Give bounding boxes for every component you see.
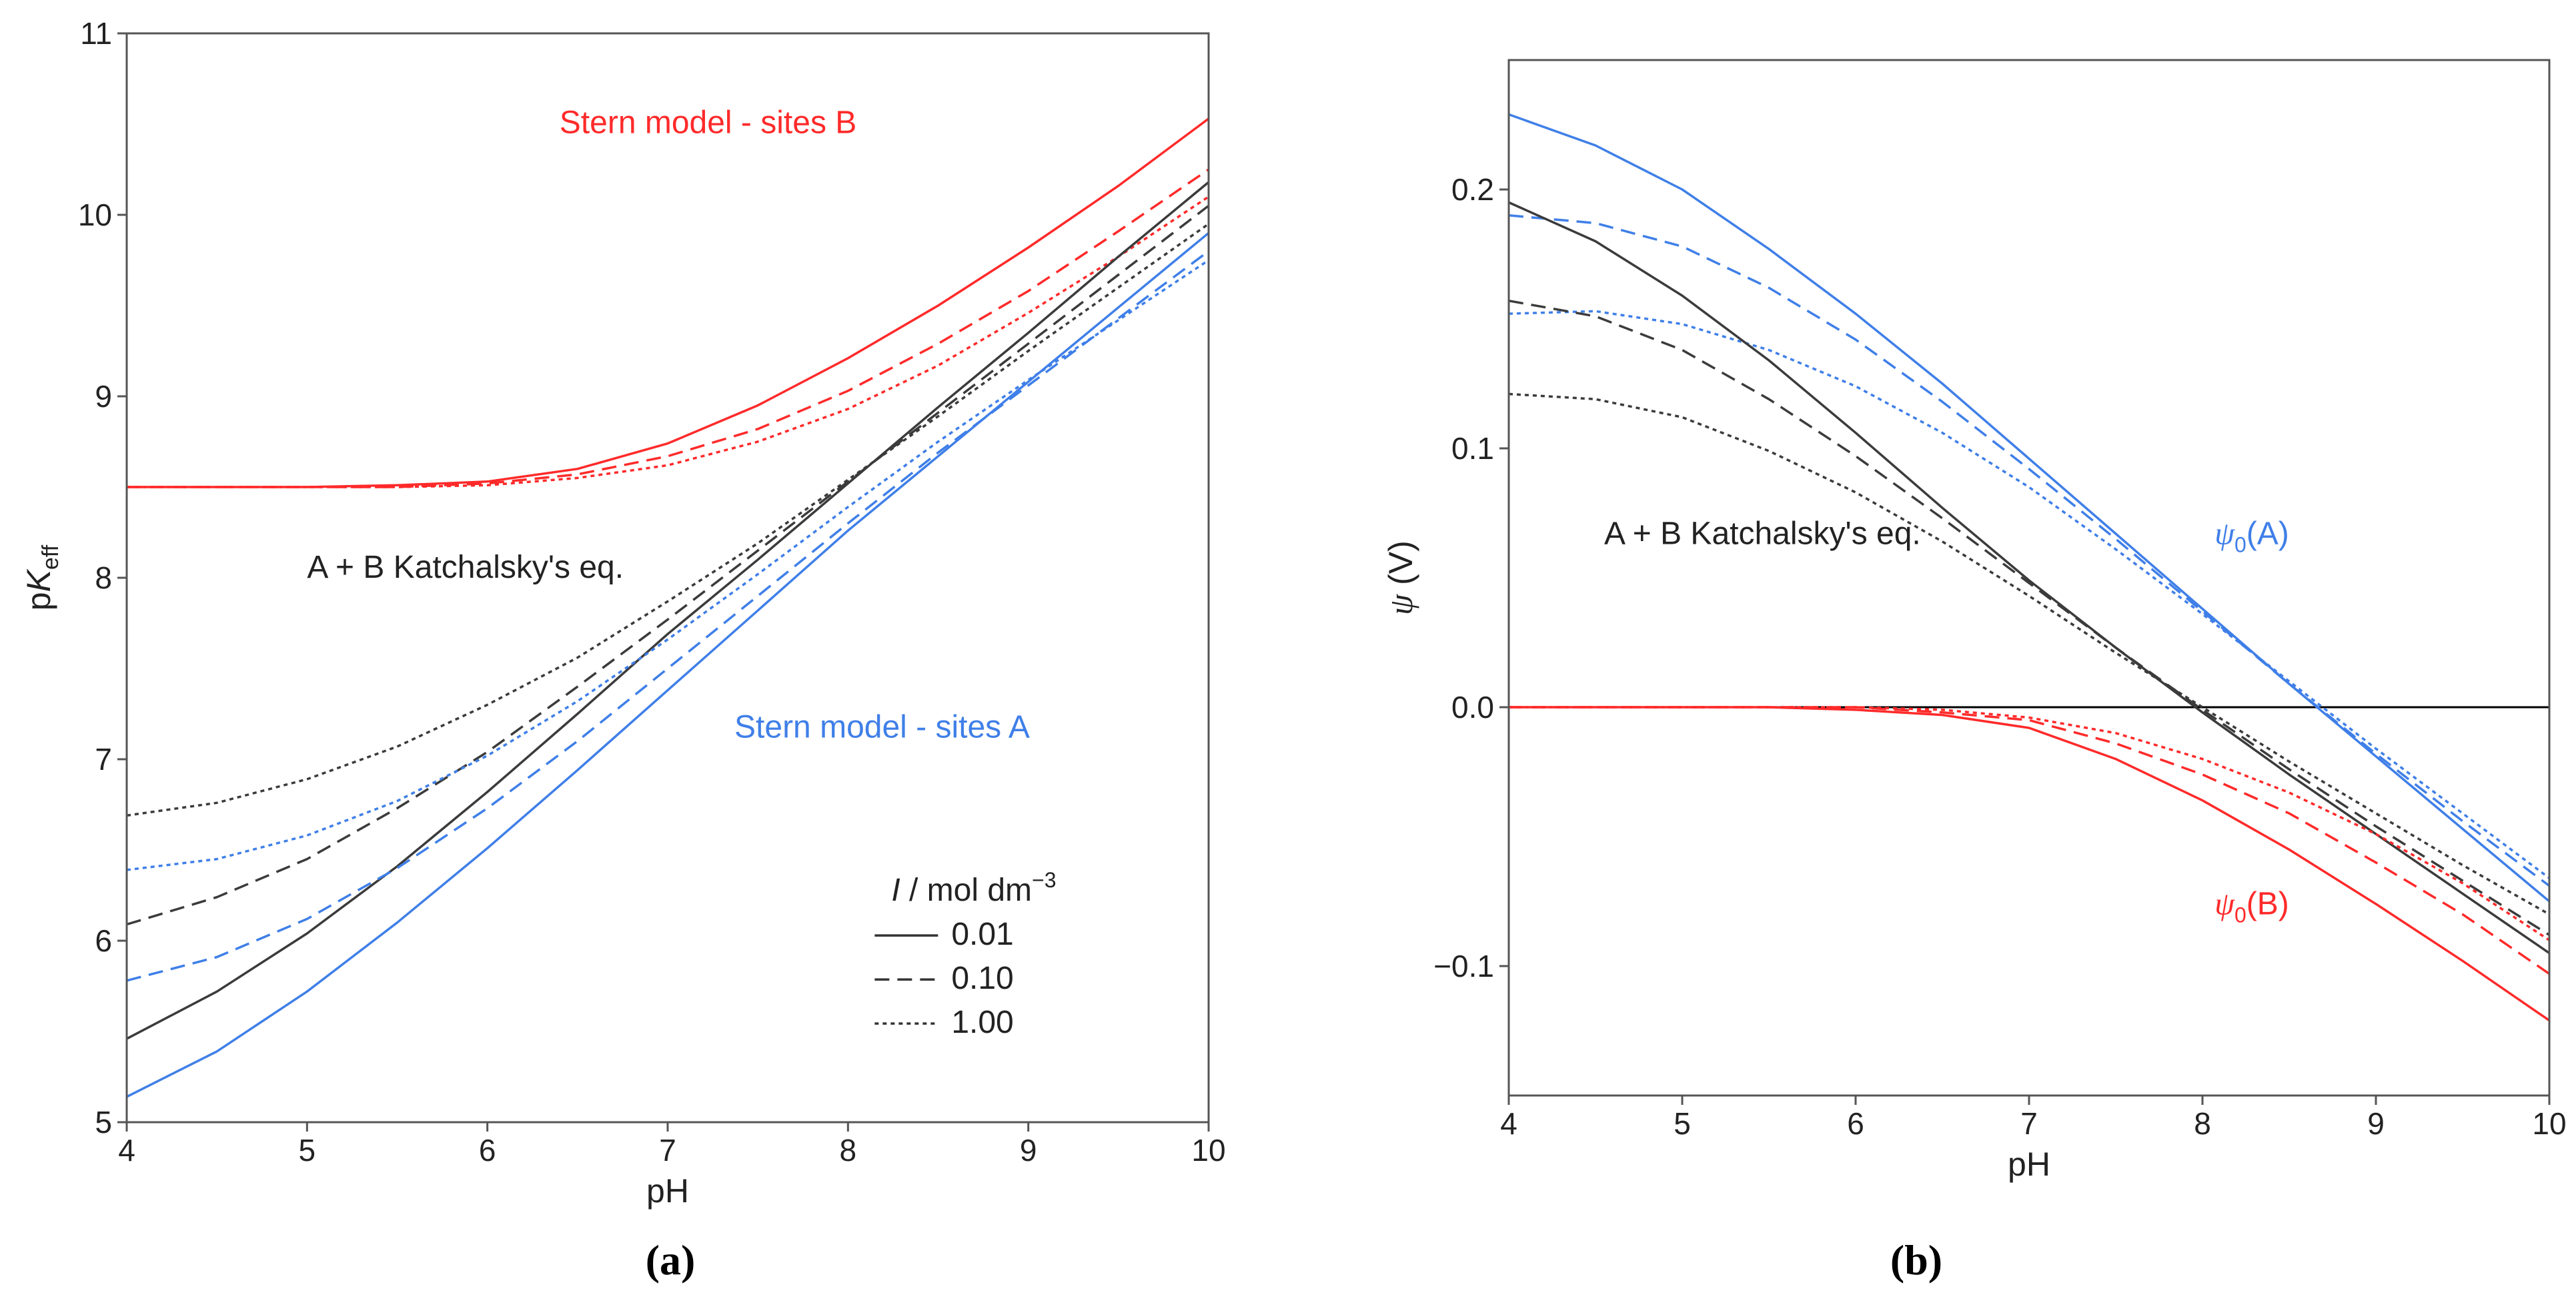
chart-panel-b: (b) 4 5 6 7 8 9 10 −0.1 0.0 0.1 0.2 pH ψ (V) A + B Ka… xyxy=(1382,59,2567,1284)
x-tick-label: 4 xyxy=(1500,1106,1517,1141)
panel-a-caption: (a) xyxy=(646,1236,696,1284)
y-tick-label: 9 xyxy=(95,379,112,414)
series-line-b-dashed xyxy=(1509,706,2550,975)
series-line-b-dashed xyxy=(127,168,1209,488)
x-tick-label: 10 xyxy=(1191,1133,1225,1168)
x-axis-label: pH xyxy=(2008,1146,2050,1183)
x-axis-label: pH xyxy=(646,1172,689,1210)
y-tick-label: 0.0 xyxy=(1451,690,1494,725)
y-tick-label: 10 xyxy=(78,197,112,232)
series-label: ψ0(A) xyxy=(2214,516,2289,557)
annotation-label: A + B Katchalsky's eq. xyxy=(307,550,624,585)
legend-entry-label: 0.01 xyxy=(951,917,1013,952)
x-tick-label: 7 xyxy=(2020,1106,2038,1141)
y-tick-label: 0.2 xyxy=(1451,172,1494,207)
series-line-ab-solid xyxy=(126,181,1210,1040)
x-tick-label: 8 xyxy=(840,1133,857,1168)
series-line-a-dashed xyxy=(126,250,1210,982)
x-tick-label: 5 xyxy=(1674,1106,1691,1141)
x-tick-label: 8 xyxy=(2194,1106,2211,1141)
annotation-label: A + B Katchalsky's eq. xyxy=(1604,516,1921,552)
series-line-a-solid xyxy=(126,232,1210,1098)
y-tick-label: 5 xyxy=(95,1105,112,1140)
series-line-a-dotted xyxy=(126,259,1209,871)
x-tick-label: 7 xyxy=(659,1133,676,1168)
series-line-ab-solid xyxy=(1508,201,2550,955)
y-tick-label: 7 xyxy=(95,742,112,777)
y-tick-label: 6 xyxy=(95,923,112,958)
annotation-label: Stern model - sites A xyxy=(734,709,1030,745)
series-line-b-dotted xyxy=(1509,706,2550,941)
series-line-b-solid xyxy=(127,117,1210,488)
series-line-a-solid xyxy=(1508,113,2551,903)
legend-title: I / mol dm−3 xyxy=(891,868,1056,908)
x-tick-label: 4 xyxy=(118,1133,135,1168)
legend-entry-label: 1.00 xyxy=(951,1005,1013,1040)
series-line-a-dotted xyxy=(1508,310,2551,879)
series-line-ab-dotted xyxy=(126,223,1210,817)
x-tick-label: 6 xyxy=(479,1133,496,1168)
y-tick-label: 11 xyxy=(80,16,112,51)
x-tick-label: 9 xyxy=(2367,1106,2385,1141)
series-line-a-dashed xyxy=(1508,214,2551,887)
y-tick-label: 8 xyxy=(95,560,112,595)
panel-b-caption: (b) xyxy=(1890,1236,1942,1284)
y-axis-label: pKeff xyxy=(20,544,63,610)
x-tick-label: 9 xyxy=(1020,1133,1037,1168)
series-line-ab-dashed xyxy=(126,205,1210,926)
series-line-ab-dashed xyxy=(1508,300,2550,936)
x-tick-label: 6 xyxy=(1847,1106,1864,1141)
y-tick-label: −0.1 xyxy=(1433,949,1494,983)
x-tick-label: 10 xyxy=(2532,1106,2566,1141)
y-tick-label: 0.1 xyxy=(1451,431,1494,466)
series-label: ψ0(B) xyxy=(2214,886,2289,927)
y-axis-label: ψ (V) xyxy=(1382,540,1419,615)
legend: I / mol dm−3 0.01 0.10 1.00 xyxy=(874,868,1057,1040)
legend-entry-label: 0.10 xyxy=(951,961,1013,996)
annotation-label: Stern model - sites B xyxy=(560,105,857,141)
x-tick-label: 5 xyxy=(299,1133,316,1168)
